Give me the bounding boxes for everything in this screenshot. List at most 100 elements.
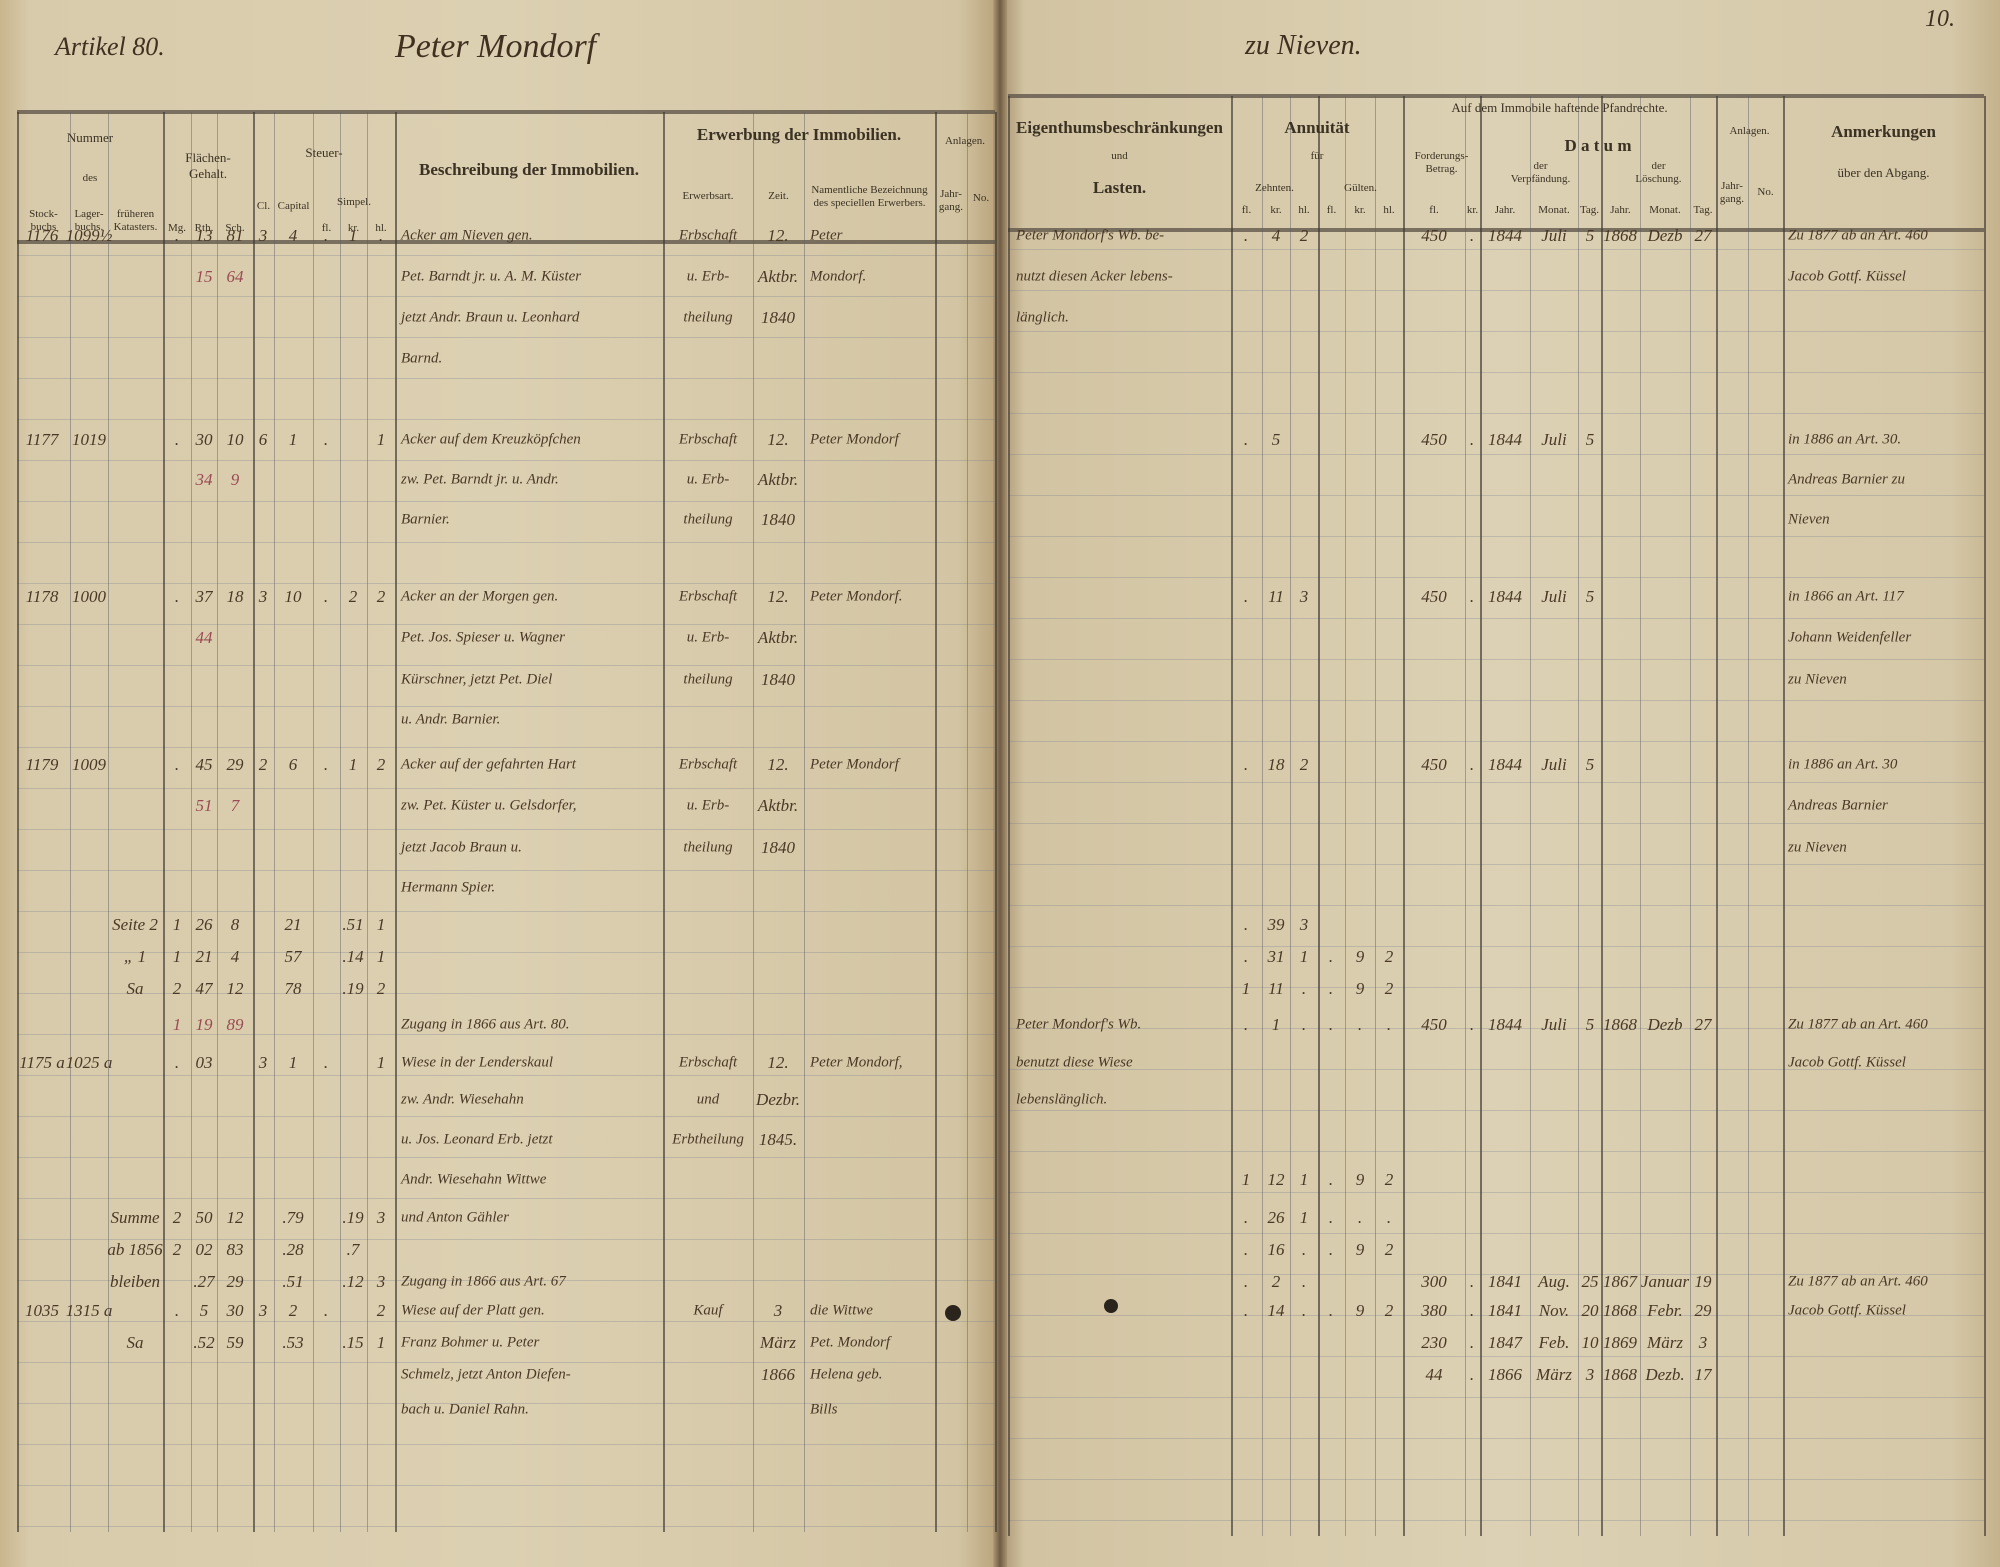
entry-zeit: 1845.: [758, 1130, 798, 1149]
ruled-line: [17, 788, 995, 789]
header-kr: kr.: [1354, 204, 1366, 216]
ruled-line: [17, 1403, 995, 1404]
entry-zhl: .: [1301, 1015, 1307, 1034]
ruled-line: [17, 624, 995, 625]
header-pfandrechte: Auf dem Immobile haftende Pfandrechte.: [1451, 100, 1668, 115]
ruled-line: [1008, 413, 1984, 414]
header-loeschung: der Löschung.: [1635, 160, 1682, 185]
entry-zeit: Aktbr.: [757, 628, 799, 647]
header-nummer: Nummer: [66, 130, 114, 145]
column-divider: [274, 112, 275, 1532]
entry-vm: Juli: [1541, 587, 1567, 606]
entry-zfl: .: [1243, 915, 1249, 934]
header-jahr: Jahr.: [1610, 204, 1631, 216]
entry-stock: 1177: [25, 430, 59, 449]
entry-name: die Wittwe: [810, 1302, 873, 1319]
ruled-line: [17, 952, 995, 953]
entry-cl: 3: [258, 587, 268, 606]
entry-mg: 1: [172, 947, 182, 966]
ruled-line: [1008, 249, 1984, 250]
entry-ghl: 2: [1384, 947, 1394, 966]
entry-zeit: 1866: [761, 1365, 795, 1384]
header-no: No.: [972, 192, 990, 204]
header-anlagen: Anlagen.: [944, 135, 985, 147]
ruled-line: [17, 1485, 995, 1486]
entry-vm: Juli: [1541, 755, 1567, 774]
entry-besch: Zugang in 1866 aus Art. 80.: [401, 1016, 570, 1033]
ruled-line: [1008, 495, 1984, 496]
entry-lm: Dezb.: [1645, 1365, 1685, 1384]
entry-ffl: 450: [1421, 755, 1447, 774]
ruled-line: [17, 1280, 995, 1281]
entry-besch: u. Jos. Leonard Erb. jetzt: [401, 1131, 553, 1148]
entry-hl: 2: [376, 587, 386, 606]
entry-vj: 1844: [1488, 430, 1522, 449]
ruled-line: [17, 829, 995, 830]
entry-gkr: 9: [1355, 947, 1365, 966]
ruled-line: [17, 993, 995, 994]
entry-mg: 2: [172, 1240, 182, 1259]
entry-fkr: .: [1469, 755, 1475, 774]
entry-lm: März: [1647, 1333, 1683, 1352]
header-fl: fl.: [1241, 204, 1252, 216]
entry-anm: zu Nieven: [1788, 839, 1847, 856]
column-divider: [1984, 96, 1986, 1536]
entry-ffl: 450: [1421, 430, 1447, 449]
entry-zhl: .: [1301, 1301, 1307, 1320]
ruled-line: [1008, 577, 1984, 578]
entry-zhl: 2: [1299, 755, 1309, 774]
entry-gfl: .: [1328, 1015, 1334, 1034]
entry-kr: .7: [346, 1240, 360, 1259]
header-des: des: [82, 172, 98, 184]
entry-lt: 3: [1698, 1333, 1708, 1352]
entry-besch: u. Andr. Barnier.: [401, 711, 501, 728]
header-no: No.: [1757, 186, 1774, 198]
entry-zeit: 1840: [761, 510, 795, 529]
entry-cap: 6: [288, 755, 298, 774]
header-jahrgang: Jahr- gang.: [1719, 180, 1745, 205]
ruled-line: [17, 1116, 995, 1117]
entry-besch: jetzt Andr. Braun u. Leonhard: [401, 309, 580, 326]
entry-fl: .: [323, 226, 329, 245]
entry-zeit: Dezbr.: [756, 1090, 800, 1109]
header-stockbuchs: Stock- buchs: [29, 208, 58, 233]
entry-ffl: 450: [1421, 226, 1447, 245]
entry-kr: 1: [348, 755, 358, 774]
entry-besch: bach u. Daniel Rahn.: [401, 1401, 529, 1418]
entry-fl: .: [323, 1053, 329, 1072]
header-rth: Rth.: [194, 222, 214, 234]
header-kr: kr.: [1270, 204, 1282, 216]
column-divider: [17, 112, 19, 1532]
ruled-line: [1008, 618, 1984, 619]
column-divider: [1262, 96, 1263, 1536]
column-divider: [995, 112, 997, 1532]
column-divider: [313, 112, 314, 1532]
ruled-line: [1008, 741, 1984, 742]
entry-cap: 10: [284, 587, 302, 606]
entry-sch: 29: [226, 1272, 244, 1291]
ruled-line: [1008, 1069, 1984, 1070]
entry-vj: 1844: [1488, 226, 1522, 245]
entry-kr: .51: [342, 915, 364, 934]
entry-sch: 9: [230, 470, 240, 489]
entry-mg: 2: [172, 979, 182, 998]
entry-zfl: .: [1243, 430, 1249, 449]
owner-place: zu Nieven.: [1245, 30, 1362, 61]
ruled-line: [1008, 1315, 1984, 1316]
entry-cap: 57: [284, 947, 302, 966]
entry-lager: 1019: [72, 430, 106, 449]
entry-besch: zw. Andr. Wiesehahn: [401, 1091, 524, 1108]
entry-gkr: .: [1357, 1208, 1363, 1227]
header-zeit: Zeit.: [768, 190, 789, 202]
header-verpfaendung: der Verpfändung.: [1510, 160, 1571, 185]
ruled-line: [17, 1198, 995, 1199]
entry-zeit: 1840: [761, 308, 795, 327]
ruled-line: [1008, 536, 1984, 537]
entry-fkr: .: [1469, 1365, 1475, 1384]
ruled-line: [17, 706, 995, 707]
column-divider: [1748, 96, 1749, 1536]
entry-frueher: ab 1856: [107, 1240, 163, 1259]
entry-besch: Pet. Barndt jr. u. A. M. Küster: [401, 268, 582, 285]
header-jahr: Jahr.: [1494, 204, 1516, 216]
entry-kr: .14: [342, 947, 364, 966]
